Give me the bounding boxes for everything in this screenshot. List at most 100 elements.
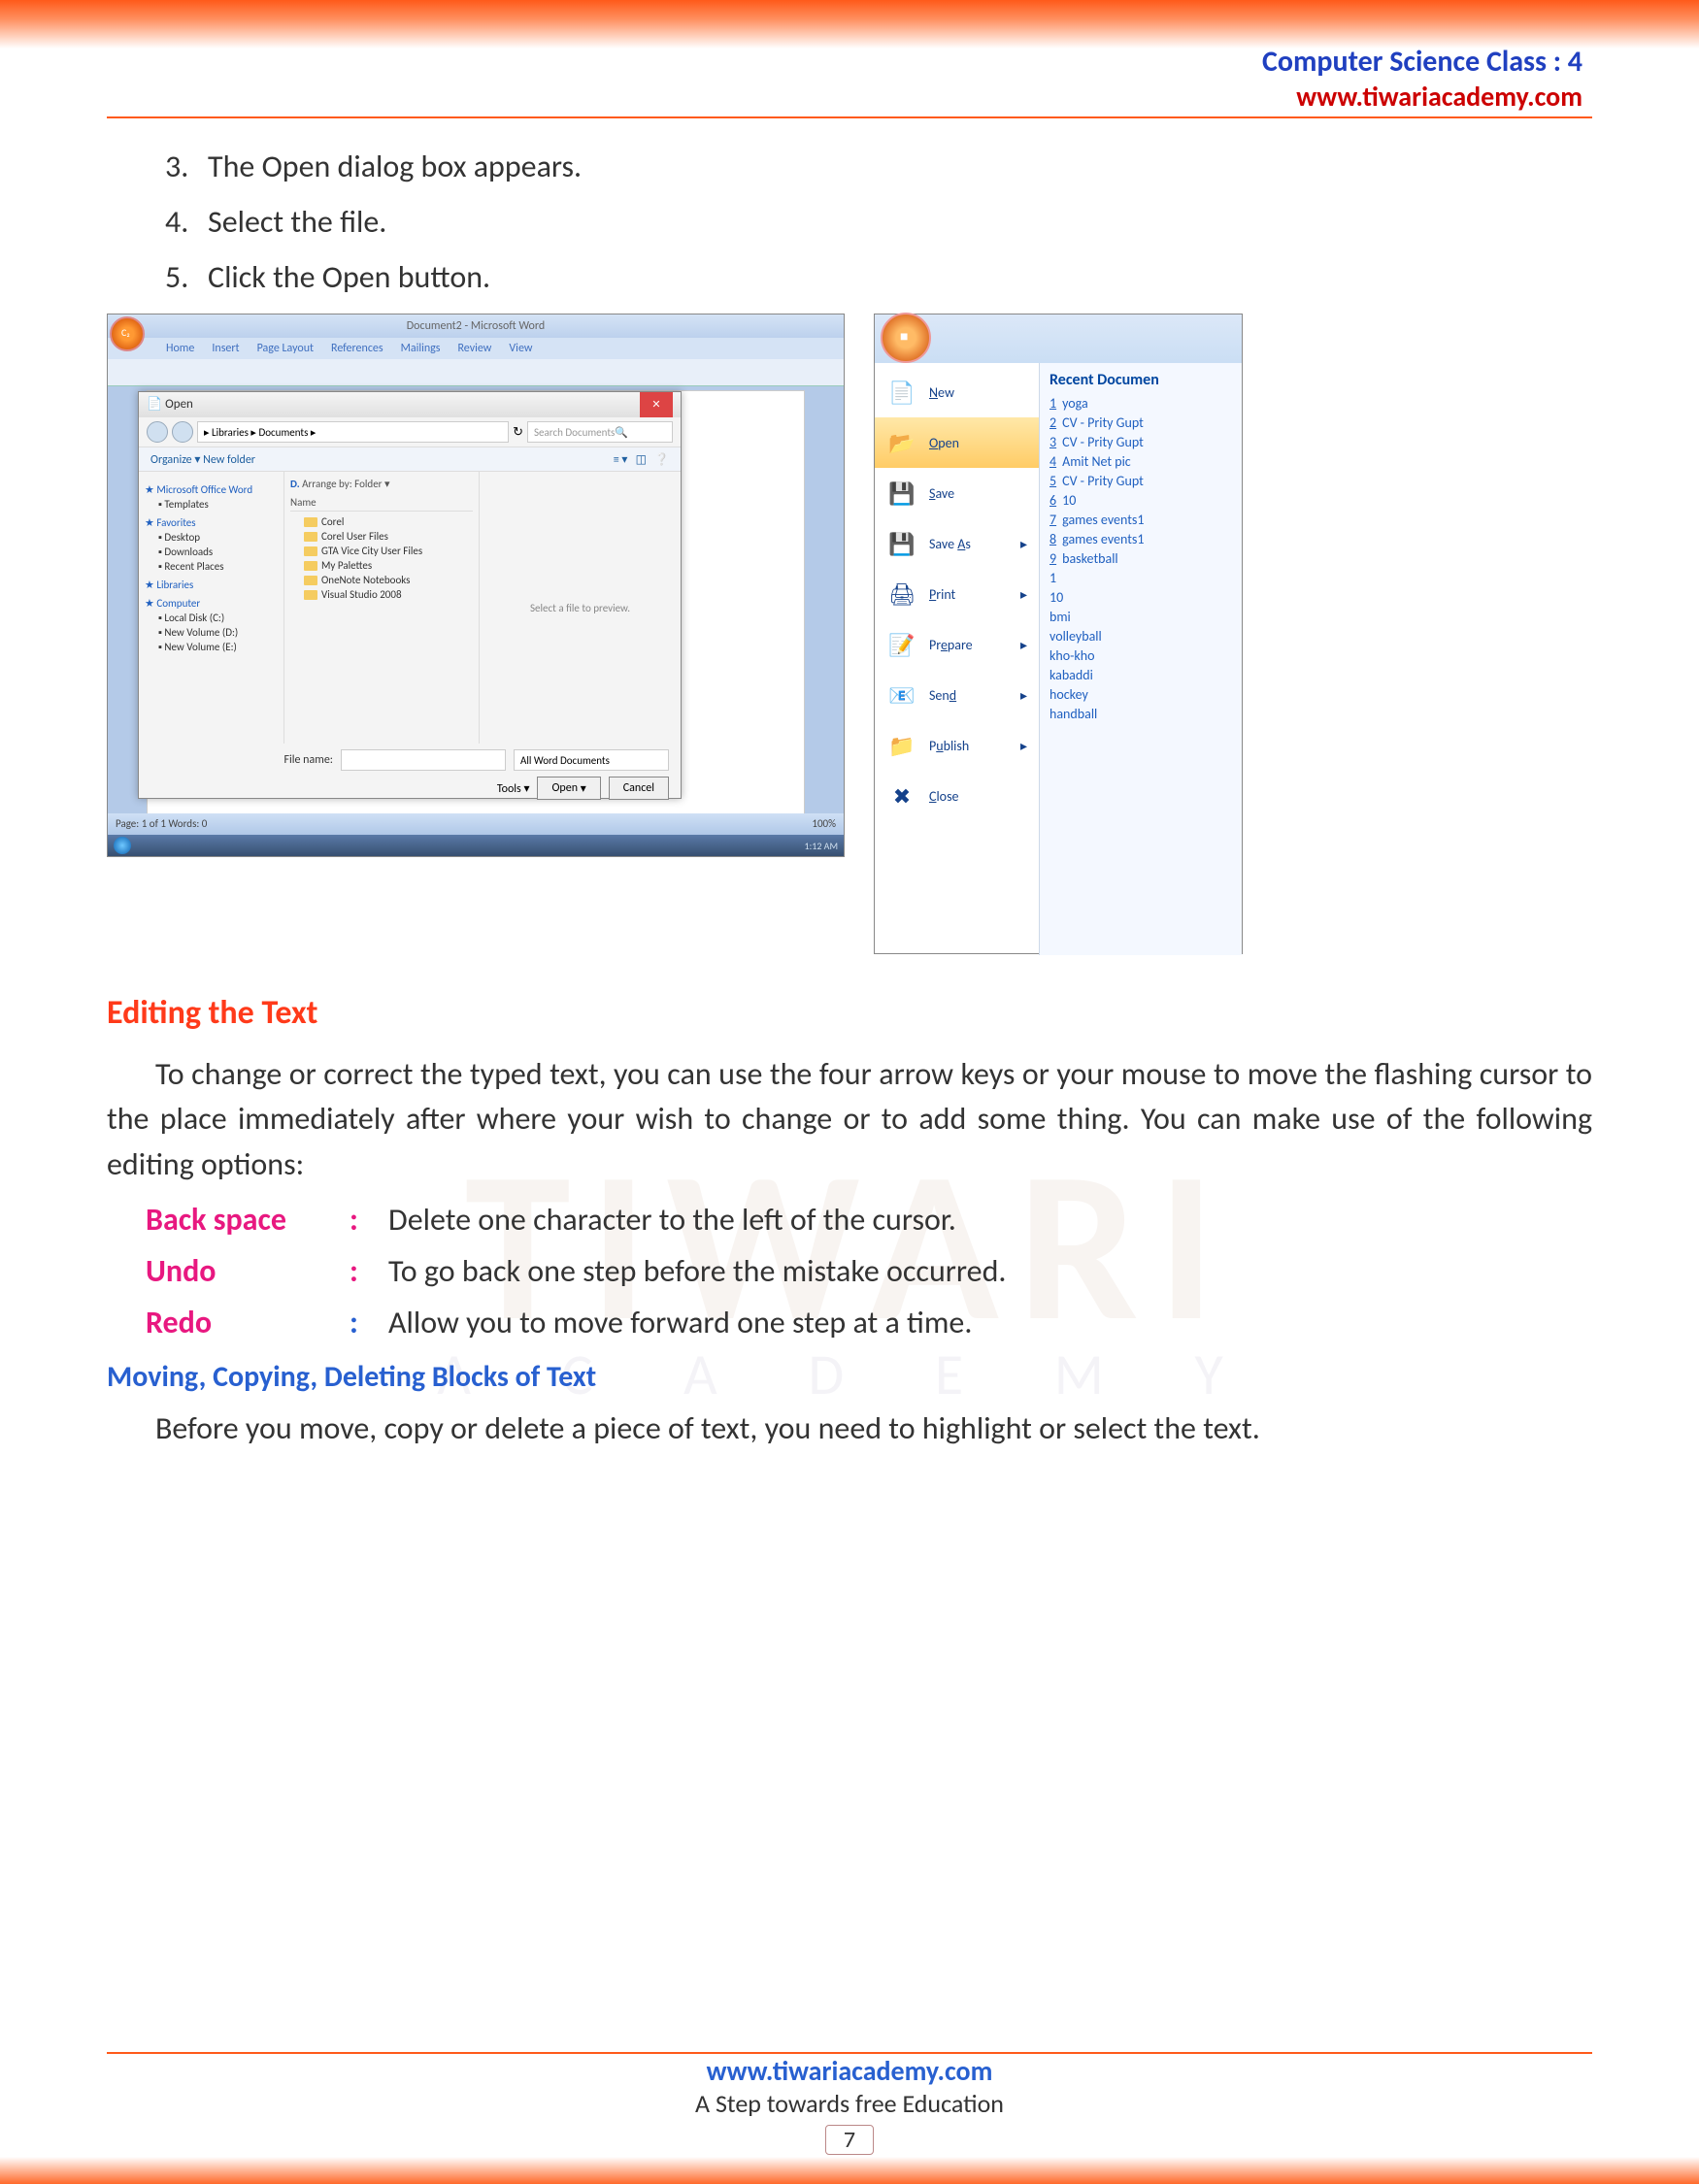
back-icon[interactable] xyxy=(147,421,168,443)
ribbon-tab[interactable]: Page Layout xyxy=(257,342,314,355)
nav-item[interactable]: ▪ Downloads xyxy=(158,546,278,558)
recent-doc-item[interactable]: 3CV - Prity Gupt xyxy=(1049,434,1232,450)
recent-doc-item[interactable]: volleyball xyxy=(1049,628,1232,645)
nav-group[interactable]: ★ Favorites xyxy=(145,516,278,529)
menu-item-close[interactable]: ✖Close xyxy=(875,771,1039,821)
colon: : xyxy=(350,1252,388,1290)
ribbon-tabs: Home Insert Page Layout References Mailings R… xyxy=(108,338,844,359)
recent-doc-item[interactable]: hockey xyxy=(1049,686,1232,703)
folder-item[interactable]: Visual Studio 2008 xyxy=(304,588,473,601)
recent-doc-item[interactable]: bmi xyxy=(1049,609,1232,625)
nav-pane: ★ Microsoft Office Word ▪ Templates ★ Favo… xyxy=(139,472,284,744)
filename-input[interactable] xyxy=(341,749,506,771)
folder-item[interactable]: Corel User Files xyxy=(304,530,473,543)
recent-doc-item[interactable]: kabaddi xyxy=(1049,667,1232,683)
recent-doc-item[interactable]: 1yoga xyxy=(1049,395,1232,412)
nav-item[interactable]: ▪ Local Disk (C:) xyxy=(158,612,278,624)
menu-item-save-as[interactable]: 💾Save As▸ xyxy=(875,518,1039,569)
page-header: Computer Science Class : 4 www.tiwariaca… xyxy=(1262,44,1582,114)
recent-doc-item[interactable]: 5CV - Prity Gupt xyxy=(1049,473,1232,489)
menu-item-open[interactable]: 📂Open xyxy=(875,417,1039,468)
arrange-label[interactable]: D. Arrange by: Folder ▾ xyxy=(290,478,473,490)
recent-doc-item[interactable]: 610 xyxy=(1049,492,1232,509)
start-button-icon[interactable] xyxy=(114,837,131,854)
colon: : xyxy=(350,1304,388,1341)
bottom-gradient-bar xyxy=(0,2157,1699,2184)
cancel-button[interactable]: Cancel xyxy=(609,777,669,800)
nav-item[interactable]: ▪ New Volume (E:) xyxy=(158,641,278,653)
recent-doc-item[interactable]: kho-kho xyxy=(1049,647,1232,664)
step-item: 4.Select the file. xyxy=(165,203,1592,241)
ribbon-tab[interactable]: Review xyxy=(457,342,491,355)
page-number: 7 xyxy=(825,2125,874,2155)
course-title: Computer Science Class : 4 xyxy=(1262,44,1582,80)
preview-pane: Select a file to preview. xyxy=(479,472,681,744)
zoom-level[interactable]: 100% xyxy=(812,813,836,835)
nav-group[interactable]: ★ Microsoft Office Word xyxy=(145,483,278,496)
document-area: 📄 Open ✕ ▸ Libraries ▸ Documents ▸ ↻ Sea… xyxy=(147,390,805,837)
tools-button[interactable]: Tools ▾ xyxy=(497,781,530,796)
forward-icon[interactable] xyxy=(172,421,193,443)
ribbon-area xyxy=(108,359,844,386)
colon: : xyxy=(350,1201,388,1239)
search-input[interactable]: Search Documents 🔍 xyxy=(527,421,673,443)
close-icon[interactable]: ✕ xyxy=(640,392,673,417)
recent-doc-item[interactable]: 4Amit Net pic xyxy=(1049,453,1232,470)
open-button[interactable]: Open ▾ xyxy=(537,777,600,800)
recent-doc-item[interactable]: 10 xyxy=(1049,589,1232,606)
ribbon-tab[interactable]: Insert xyxy=(212,342,239,355)
recent-doc-item[interactable]: 8games events1 xyxy=(1049,531,1232,547)
ribbon-tab[interactable]: View xyxy=(509,342,532,355)
recent-doc-item[interactable]: handball xyxy=(1049,706,1232,722)
folder-item[interactable]: My Palettes xyxy=(304,559,473,572)
taskbar-clock: 1:12 AM xyxy=(805,840,838,852)
office-menu-commands: 📄New📂Open💾Save💾Save As▸🖨Print▸📝Prepare▸📧… xyxy=(875,363,1040,955)
organize-button[interactable]: Organize ▾ New folder xyxy=(150,447,255,471)
menu-item-save[interactable]: 💾Save xyxy=(875,468,1039,518)
menu-item-publish[interactable]: 📁Publish▸ xyxy=(875,720,1039,771)
recent-doc-item[interactable]: 9basketball xyxy=(1049,550,1232,567)
search-placeholder: Search Documents xyxy=(534,426,615,439)
folder-item[interactable]: OneNote Notebooks xyxy=(304,574,473,586)
page-footer: www.tiwariacademy.com A Step towards fre… xyxy=(0,2052,1699,2155)
folder-item[interactable]: Corel xyxy=(304,515,473,528)
recent-doc-item[interactable]: 1 xyxy=(1049,570,1232,586)
recent-doc-item[interactable]: 7games events1 xyxy=(1049,512,1232,528)
refresh-icon[interactable]: ↻ xyxy=(513,425,523,440)
nav-item[interactable]: ▪ New Volume (D:) xyxy=(158,626,278,639)
filter-select[interactable]: All Word Documents xyxy=(514,749,669,771)
edit-option-row: Back space:Delete one character to the l… xyxy=(146,1201,1592,1239)
page: Computer Science Class : 4 www.tiwariaca… xyxy=(0,0,1699,2184)
nav-item[interactable]: ▪ Templates xyxy=(158,498,278,511)
view-icons[interactable]: ≡ ▾ ◫ ❔ xyxy=(614,447,669,471)
dialog-title-bar: 📄 Open ✕ xyxy=(139,392,681,417)
nav-item[interactable]: ▪ Desktop xyxy=(158,531,278,544)
word-title-bar: Document2 - Microsoft Word xyxy=(108,314,844,338)
nav-item[interactable]: ▪ Recent Places xyxy=(158,560,278,573)
edit-option-row: Undo:To go back one step before the mist… xyxy=(146,1252,1592,1290)
dialog-toolbar: Organize ▾ New folder ≡ ▾ ◫ ❔ xyxy=(139,447,681,472)
footer-tagline: A Step towards free Education xyxy=(0,2088,1699,2119)
ribbon-tab[interactable]: Mailings xyxy=(401,342,441,355)
nav-group[interactable]: ★ Libraries xyxy=(145,579,278,591)
screenshot-row: Document2 - Microsoft Word Home Insert Pag… xyxy=(107,314,1592,954)
top-gradient-bar xyxy=(0,0,1699,49)
ribbon-tab[interactable]: References xyxy=(331,342,383,355)
office-button-icon[interactable] xyxy=(881,313,931,363)
name-column-header[interactable]: Name xyxy=(290,496,473,512)
menu-item-print[interactable]: 🖨Print▸ xyxy=(875,569,1039,619)
word-window-screenshot: Document2 - Microsoft Word Home Insert Pag… xyxy=(107,314,845,857)
folder-item[interactable]: GTA Vice City User Files xyxy=(304,545,473,557)
path-breadcrumb[interactable]: ▸ Libraries ▸ Documents ▸ xyxy=(197,421,509,443)
ribbon-tab[interactable]: Home xyxy=(166,342,194,355)
editing-paragraph: To change or correct the typed text, you… xyxy=(107,1052,1592,1187)
footer-url: www.tiwariacademy.com xyxy=(0,2054,1699,2088)
menu-item-new[interactable]: 📄New xyxy=(875,367,1039,417)
nav-group[interactable]: ★ Computer xyxy=(145,597,278,610)
office-button-icon[interactable] xyxy=(110,316,145,351)
content-area: 3.The Open dialog box appears.4.Select t… xyxy=(0,118,1699,1452)
dialog-footer: File name: All Word Documents Tools ▾ Op… xyxy=(139,744,681,800)
menu-item-prepare[interactable]: 📝Prepare▸ xyxy=(875,619,1039,670)
menu-item-send[interactable]: 📧Send▸ xyxy=(875,670,1039,720)
recent-doc-item[interactable]: 2CV - Prity Gupt xyxy=(1049,414,1232,431)
